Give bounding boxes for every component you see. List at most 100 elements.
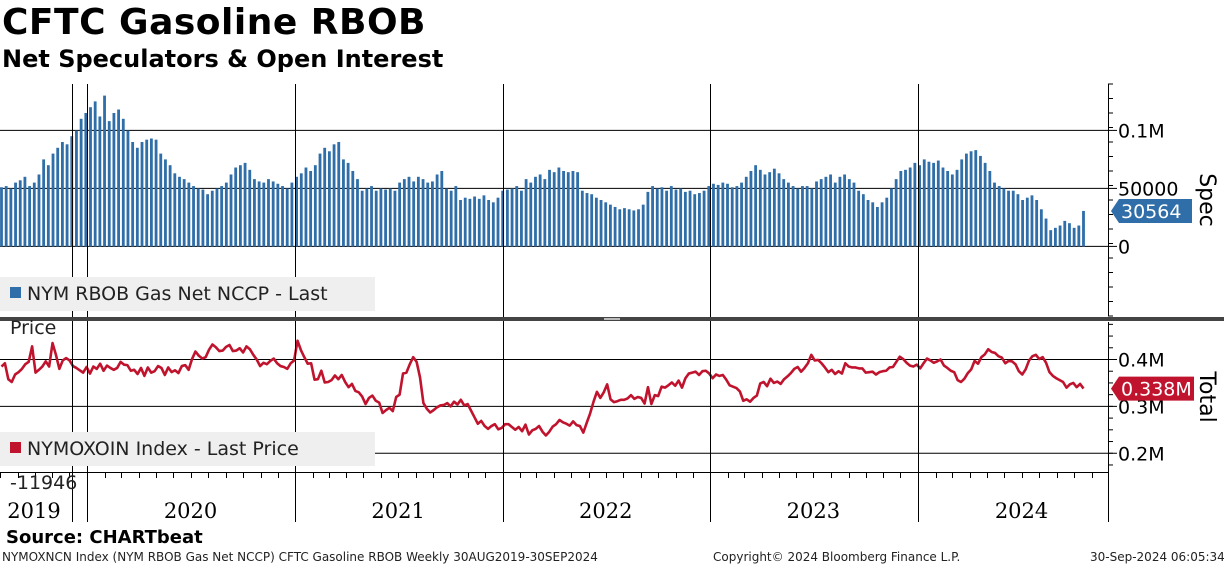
spec-bar: [234, 167, 238, 247]
spec-bar: [32, 182, 36, 247]
spec-bar: [192, 186, 195, 247]
spec-bar: [454, 186, 458, 247]
spec-bar: [23, 176, 27, 247]
spec-bar: [477, 198, 481, 247]
spec-bar: [796, 188, 800, 247]
spec-bar: [609, 204, 612, 247]
bottom-panel-line: [0, 339, 1085, 437]
spec-bar: [505, 189, 509, 247]
spec-bar: [866, 200, 870, 247]
x-year-label: 2024: [995, 499, 1048, 523]
spec-bar: [482, 195, 486, 247]
spec-bar: [683, 191, 687, 247]
spec-bar: [515, 186, 519, 247]
spec-bar: [529, 182, 533, 247]
spec-bar: [660, 187, 664, 247]
spec-bar: [510, 188, 514, 247]
spec-bar: [702, 190, 706, 247]
spec-bar: [707, 186, 711, 247]
spec-bar: [0, 187, 3, 247]
spec-bar: [829, 174, 832, 247]
spec-bar: [1007, 190, 1010, 247]
spec-bar: [412, 181, 416, 247]
spec-bar: [791, 186, 795, 247]
spec-bar: [1058, 225, 1062, 247]
spec-bar: [215, 188, 219, 247]
spec-bar: [14, 182, 17, 247]
bottom-legend[interactable]: NYMOXOIN Index - Last Price -11946: [0, 432, 375, 494]
spec-bar: [772, 168, 776, 247]
spec-bar: [449, 190, 453, 247]
bottom-tick-label: 0.3M: [1118, 396, 1165, 418]
bottom-tick-label: 0.4M: [1118, 350, 1165, 372]
spec-bar: [402, 179, 406, 247]
spec-bar: [782, 179, 786, 247]
spec-bar: [332, 144, 336, 247]
top-legend[interactable]: NYM RBOB Gas Net NCCP - Last Price: [0, 277, 375, 339]
spec-bar: [257, 181, 261, 247]
spec-bar: [1021, 200, 1025, 247]
spec-bar: [65, 144, 69, 247]
spec-bar: [70, 136, 74, 247]
spec-bar: [585, 193, 589, 247]
spec-bar: [384, 189, 387, 247]
spec-bar: [56, 147, 60, 247]
spec-bar: [946, 171, 950, 247]
x-year-label: 2021: [371, 499, 424, 523]
spec-bar: [880, 202, 884, 247]
spec-bar: [763, 174, 767, 247]
footer-left: NYMOXNCN Index (NYM RBOB Gas Net NCCP) C…: [2, 550, 598, 564]
spec-bar: [187, 182, 191, 247]
spec-bar: [365, 188, 369, 247]
axis-labels: 0 50000 0.1M 0.2M 0.3M 0.4M 30564 0.338M Spec Tot…: [7, 120, 1219, 523]
spec-bar: [721, 182, 725, 247]
spec-bar: [557, 167, 561, 247]
spec-bar: [669, 186, 673, 247]
spec-bar: [1002, 188, 1006, 247]
bottom-axis-title: Total: [1194, 370, 1219, 422]
spec-bar: [805, 186, 809, 247]
spec-bar: [93, 101, 97, 247]
spec-bar: [1025, 197, 1029, 247]
spec-bar: [501, 190, 505, 247]
spec-bar: [28, 186, 32, 247]
footer-center: Copyright© 2024 Bloomberg Finance L.P.: [713, 550, 961, 564]
spec-bar: [370, 186, 373, 247]
spec-bar: [983, 162, 987, 247]
panel-divider-grip[interactable]: [604, 318, 620, 320]
spec-bar: [135, 147, 139, 247]
spec-bar: [543, 179, 547, 247]
top-tick-label: 0.1M: [1118, 120, 1165, 142]
spec-bar: [726, 183, 729, 247]
spec-bar: [51, 153, 55, 247]
spec-bar: [688, 190, 692, 247]
spec-last-value-flag: [1111, 198, 1192, 223]
spec-bar: [356, 179, 359, 247]
top-tick-label: 0: [1118, 236, 1130, 258]
bottom-tick-label: 0.2M: [1118, 443, 1165, 465]
spec-bar: [440, 171, 444, 247]
spec-bar: [936, 160, 940, 247]
spec-bar: [993, 182, 996, 247]
spec-bar: [768, 172, 772, 247]
bottom-legend-swatch: [10, 442, 21, 453]
spec-bar: [281, 186, 284, 247]
spec-bar: [243, 162, 247, 247]
spec-bar: [1077, 225, 1081, 247]
spec-bar: [229, 174, 233, 247]
spec-bar: [262, 182, 266, 247]
spec-bar: [46, 165, 50, 247]
x-year-label: 2019: [7, 499, 60, 523]
spec-bar: [590, 194, 594, 247]
spec-bar: [435, 174, 439, 247]
spec-bar: [618, 209, 622, 247]
spec-bar: [651, 186, 654, 247]
spec-bar: [18, 180, 22, 247]
spec-bar: [468, 198, 472, 247]
spec-bar: [164, 159, 167, 247]
spec-bar: [524, 179, 528, 247]
spec-bar: [922, 159, 926, 247]
spec-bar: [295, 176, 298, 247]
spec-bar: [360, 190, 364, 247]
